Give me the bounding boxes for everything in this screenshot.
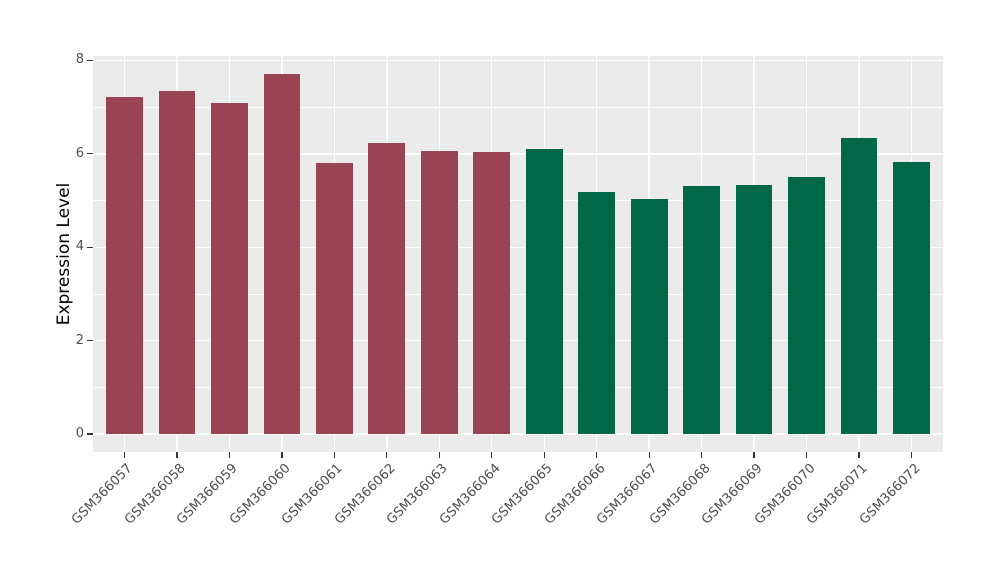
- x-tick: [700, 452, 703, 458]
- bar-GSM366071: [840, 138, 878, 434]
- bar-GSM366070: [788, 176, 825, 434]
- chart-panel: [93, 56, 943, 452]
- y-tick-label: 2: [75, 332, 84, 348]
- y-gridline-major: [93, 433, 943, 435]
- y-tick: [87, 153, 93, 155]
- bar-GSM366065: [525, 149, 563, 434]
- x-tick: [228, 452, 231, 458]
- x-tick: [753, 452, 755, 458]
- x-tick: [438, 452, 440, 458]
- y-gridline-major: [93, 339, 943, 342]
- x-tick: [858, 452, 860, 458]
- bar-GSM366059: [211, 103, 248, 434]
- bar-GSM366060: [263, 74, 301, 434]
- x-tick: [386, 452, 388, 458]
- y-tick-label: 6: [75, 145, 84, 161]
- x-tick: [910, 452, 913, 458]
- x-tick: [333, 452, 335, 458]
- bar-GSM366058: [158, 90, 196, 434]
- y-gridline-minor: [93, 106, 943, 108]
- x-tick: [491, 452, 493, 458]
- bar-GSM366067: [630, 198, 668, 434]
- bar-GSM366063: [420, 151, 458, 434]
- y-tick: [87, 246, 93, 248]
- y-gridline-minor: [93, 386, 943, 388]
- x-tick-label: GSM366072: [856, 461, 924, 528]
- y-tick: [87, 339, 93, 342]
- bar-GSM366057: [106, 96, 143, 434]
- x-tick: [543, 452, 545, 458]
- y-tick: [87, 433, 93, 435]
- y-tick-label: 4: [75, 239, 84, 255]
- bar-GSM366068: [683, 185, 720, 434]
- x-tick: [805, 452, 808, 458]
- x-tick: [596, 452, 598, 458]
- y-gridline-minor: [93, 200, 943, 201]
- bar-GSM366061: [315, 163, 353, 434]
- bar-GSM366072: [893, 161, 930, 434]
- y-gridline-minor: [93, 293, 943, 295]
- y-gridline-major: [93, 246, 943, 248]
- y-gridline-major: [93, 59, 943, 62]
- bar-GSM366069: [735, 184, 773, 434]
- bar-GSM366066: [578, 191, 616, 434]
- x-tick: [281, 452, 283, 458]
- y-tick: [87, 59, 93, 62]
- bar-GSM366064: [473, 151, 511, 434]
- x-tick: [123, 452, 126, 458]
- y-tick-label: 0: [75, 426, 84, 441]
- x-tick: [176, 452, 178, 458]
- x-tick: [648, 452, 650, 458]
- y-gridline-major: [93, 153, 943, 155]
- y-axis-title: Expression Level: [54, 182, 74, 326]
- bar-GSM366062: [368, 143, 406, 434]
- y-tick-label: 8: [75, 52, 84, 68]
